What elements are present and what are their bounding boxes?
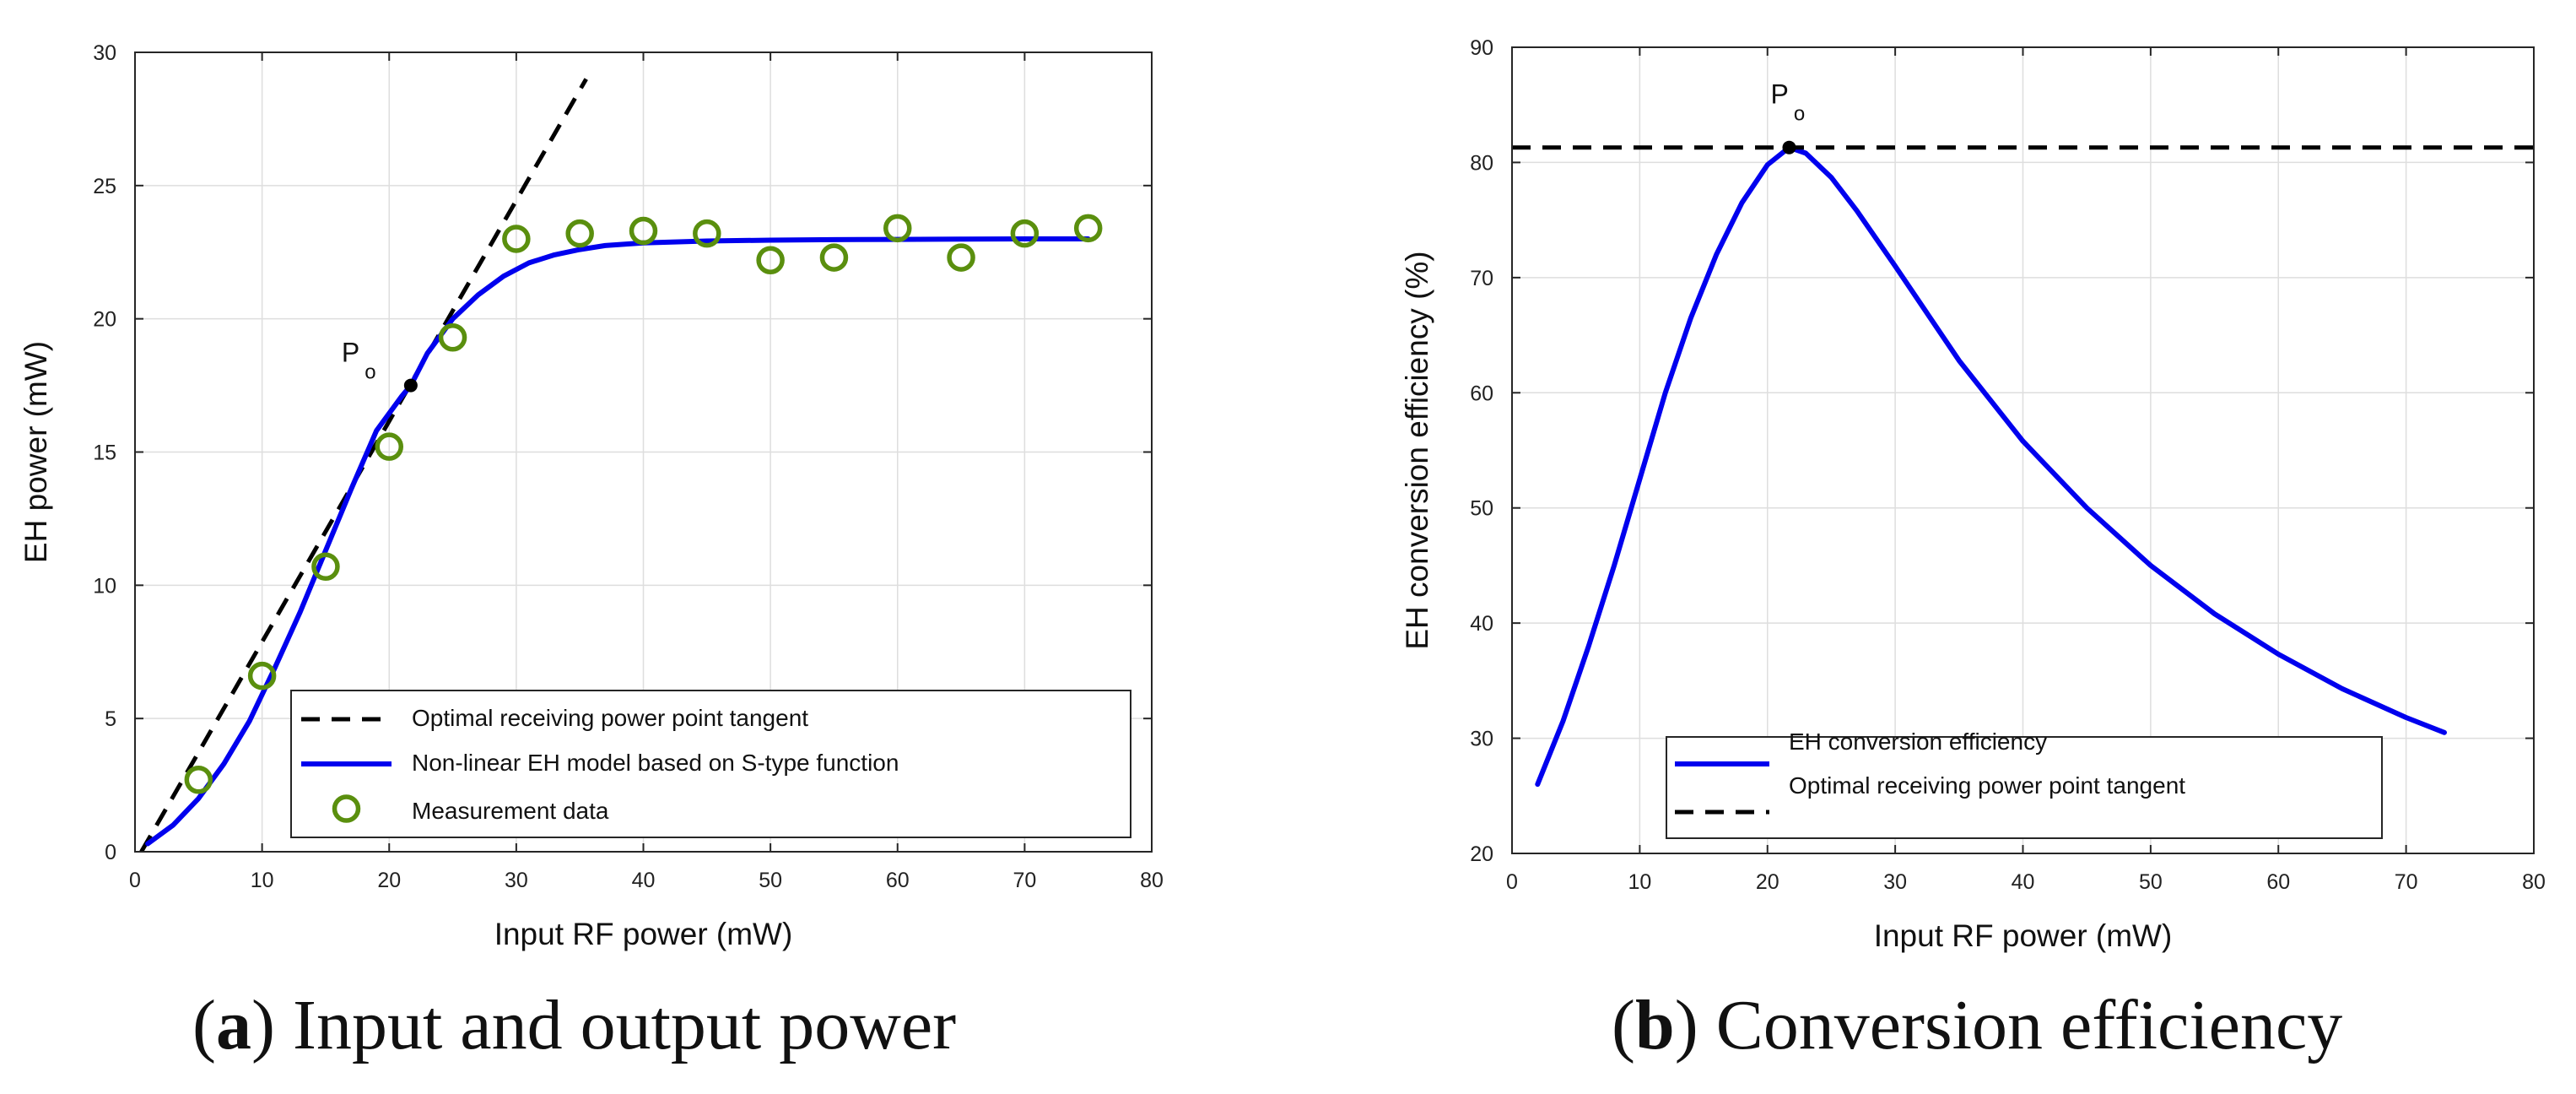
caption-text: Input and output power bbox=[293, 986, 956, 1064]
legend-label: EH conversion efficiency bbox=[1789, 728, 2047, 755]
y-tick-label: 80 bbox=[1470, 151, 1493, 175]
y-tick-label: 20 bbox=[1470, 842, 1493, 866]
measurement-point bbox=[375, 432, 403, 461]
caption-close: ) bbox=[1675, 986, 1716, 1064]
x-tick-label: 30 bbox=[505, 869, 528, 892]
caption-open: ( bbox=[192, 986, 216, 1064]
measurement-point bbox=[883, 214, 912, 243]
caption-letter: b bbox=[1635, 986, 1675, 1064]
legend: EH conversion efficiency Optimal receivin… bbox=[1666, 728, 2383, 839]
measurement-point bbox=[311, 552, 340, 581]
measurement-point bbox=[502, 225, 531, 253]
measurement-point bbox=[247, 661, 277, 691]
x-tick-label: 0 bbox=[129, 869, 141, 892]
x-tick-label: 70 bbox=[2395, 870, 2418, 894]
measurement-point bbox=[947, 243, 975, 272]
caption-text: Conversion efficiency bbox=[1716, 986, 2343, 1064]
x-tick-label: 20 bbox=[377, 869, 401, 892]
x-tick-label: 40 bbox=[2012, 870, 2035, 894]
legend-marker-symbol bbox=[332, 794, 361, 823]
measurement-point bbox=[693, 219, 721, 248]
y-tick-label: 10 bbox=[93, 574, 116, 598]
caption-close: ) bbox=[251, 986, 293, 1064]
y-tick-label: 30 bbox=[93, 41, 116, 65]
measurement-point bbox=[184, 766, 213, 794]
optimal-point-label: Po bbox=[342, 338, 376, 384]
legend-label: Measurement data bbox=[412, 798, 609, 824]
y-tick-label: 20 bbox=[93, 308, 116, 332]
optimal-point-marker bbox=[1782, 140, 1796, 154]
y-tick-label: 50 bbox=[1470, 497, 1493, 521]
measurement-point bbox=[1010, 219, 1040, 248]
panel-b-conversion-efficiency: Po 0 10 20 30 40 50 60 70 80 20 30 40 50 60 70 80 90 Input… bbox=[1400, 36, 2546, 1064]
x-tick-label: 80 bbox=[1140, 869, 1164, 892]
measurement-point bbox=[438, 323, 467, 352]
model-curve bbox=[145, 236, 1091, 847]
legend-label: Optimal receiving power point tangent bbox=[412, 705, 808, 731]
y-tick-label: 60 bbox=[1470, 382, 1493, 405]
subfigure-caption: (b) Conversion efficiency bbox=[1612, 986, 2342, 1064]
x-tick-label: 30 bbox=[1883, 870, 1907, 894]
subfigure-caption: (a) Input and output power bbox=[192, 986, 956, 1064]
legend-label: Non-linear EH model based on S-type func… bbox=[412, 750, 899, 776]
optimal-point-label-main: P bbox=[1770, 79, 1788, 110]
panel-a-input-output-power: Po 0 10 20 30 40 50 60 70 80 0 5 10 15 20 25 30 Input RF … bbox=[19, 41, 1164, 1064]
legend-box bbox=[1666, 736, 2383, 839]
caption-letter: a bbox=[216, 986, 251, 1064]
optimal-point-label-sub: o bbox=[1794, 103, 1805, 126]
x-tick-label: 80 bbox=[2522, 870, 2546, 894]
y-tick-label: 5 bbox=[105, 707, 116, 731]
data-layer bbox=[139, 78, 1103, 852]
measurement-point bbox=[629, 216, 658, 246]
legend: Optimal receiving power point tangent Non… bbox=[290, 690, 1131, 838]
x-tick-label: 10 bbox=[251, 869, 274, 892]
optimal-point-label-main: P bbox=[342, 338, 359, 368]
x-tick-label: 50 bbox=[2139, 870, 2163, 894]
x-tick-label: 50 bbox=[759, 869, 782, 892]
optimal-point-label: Po bbox=[1770, 79, 1805, 126]
measurement-point bbox=[756, 246, 785, 274]
legend-label: Optimal receiving power point tangent bbox=[1789, 772, 2185, 799]
tangent-line bbox=[139, 78, 588, 852]
caption-open: ( bbox=[1612, 986, 1635, 1064]
optimal-point-label-sub: o bbox=[365, 361, 375, 384]
model-curve bbox=[1535, 144, 2447, 788]
y-tick-label: 30 bbox=[1470, 728, 1493, 751]
y-tick-label: 0 bbox=[105, 841, 116, 864]
y-axis-label: EH power (mW) bbox=[19, 341, 53, 563]
y-tick-label: 40 bbox=[1470, 612, 1493, 636]
measurement-point bbox=[819, 243, 849, 272]
x-tick-label: 60 bbox=[2266, 870, 2290, 894]
legend-box bbox=[290, 690, 1131, 838]
x-tick-label: 20 bbox=[1756, 870, 1779, 894]
y-tick-label: 15 bbox=[93, 441, 116, 465]
data-layer bbox=[1512, 144, 2534, 788]
x-tick-label: 70 bbox=[1013, 869, 1036, 892]
x-tick-label: 10 bbox=[1628, 870, 1651, 894]
y-axis-label: EH conversion efficiency (%) bbox=[1400, 251, 1434, 649]
x-axis-label: Input RF power (mW) bbox=[1874, 918, 2173, 953]
measurement-point bbox=[565, 219, 594, 248]
optimal-point-marker bbox=[403, 378, 418, 393]
measurement-point bbox=[1073, 214, 1103, 243]
x-tick-label: 60 bbox=[886, 869, 910, 892]
x-tick-label: 40 bbox=[632, 869, 656, 892]
y-tick-label: 70 bbox=[1470, 267, 1493, 290]
x-tick-label: 0 bbox=[1506, 870, 1518, 894]
x-axis-label: Input RF power (mW) bbox=[494, 917, 793, 951]
y-tick-label: 25 bbox=[93, 175, 116, 198]
y-tick-label: 90 bbox=[1470, 36, 1493, 60]
